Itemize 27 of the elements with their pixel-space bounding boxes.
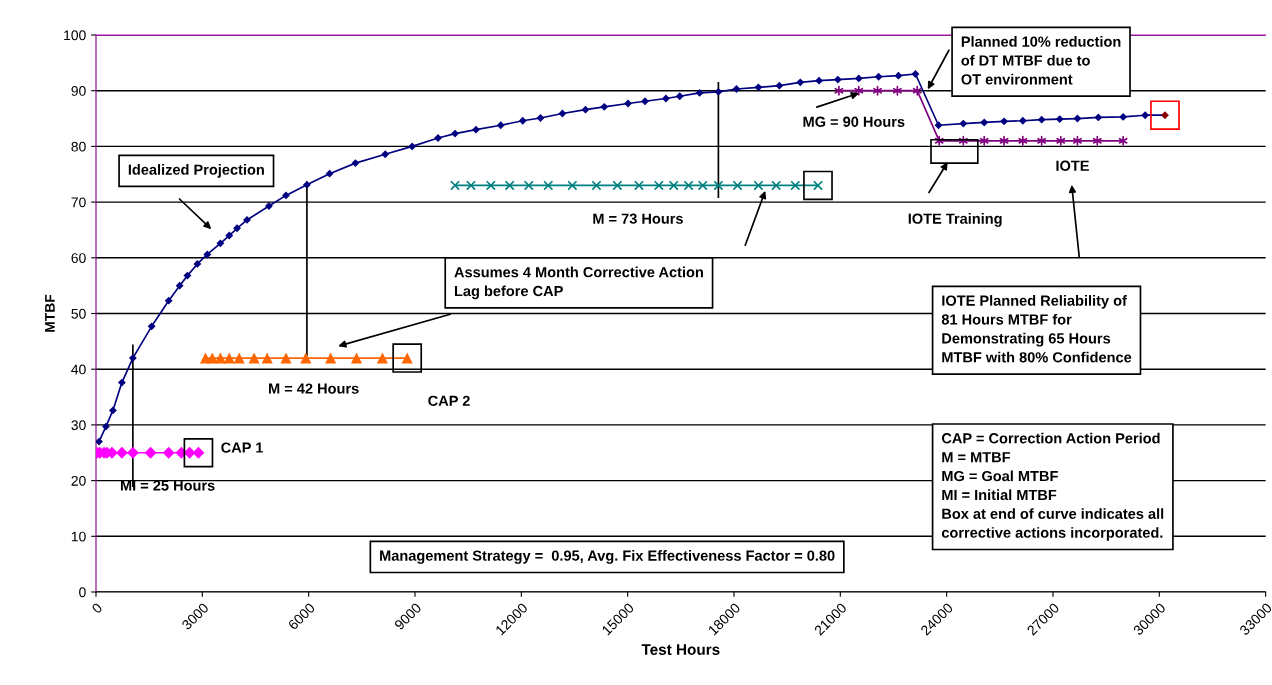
annotation: CAP = Correction Action Period M = MTBF MG = Goal MTBF MI = Initial MTBF Box at end of curve indicates all corrective actions incorporated.: [941, 432, 1164, 541]
annotation: Management Strategy = 0.95, Avg. Fix Effectiveness Factor = 0.80: [380, 550, 835, 564]
y-tick-label: 50: [71, 308, 86, 319]
y-tick-label: 0: [79, 587, 86, 598]
annotation: MG = 90 Hours: [803, 116, 905, 127]
y-tick-label: 70: [71, 197, 86, 208]
annotation: M = 42 Hours: [269, 383, 359, 394]
y-tick-label: 30: [71, 420, 86, 431]
y-axis-title: MTBF: [45, 294, 55, 332]
y-tick-label: 20: [71, 475, 86, 486]
annotation: Planned 10% reduction of DT MTBF due to OT environment: [961, 36, 1121, 85]
annotation: CAP 2: [428, 395, 470, 406]
x-axis-title: Test Hours: [641, 644, 720, 655]
y-tick-label: 100: [64, 30, 86, 41]
y-tick-label: 80: [71, 141, 86, 152]
y-tick-label: 10: [71, 531, 86, 542]
annotation: IOTE Planned Reliability of 81 Hours MTBF for Demonstrating 65 Hours MTBF with 80% Confidence: [941, 295, 1132, 363]
annotation: M = 73 Hours: [593, 213, 683, 224]
annotation: IOTE Training: [908, 213, 1002, 227]
y-tick-label: 90: [71, 86, 86, 96]
annotation: IOTE: [1056, 160, 1089, 171]
y-tick-label: 40: [71, 364, 86, 375]
annotation: Idealized Projection: [128, 164, 264, 178]
annotation: Assumes 4 Month Corrective Action Lag before CAP: [454, 266, 703, 300]
annotation: CAP 1: [221, 442, 263, 453]
y-tick-label: 60: [71, 253, 86, 263]
x-tick-label: 0: [91, 602, 103, 615]
